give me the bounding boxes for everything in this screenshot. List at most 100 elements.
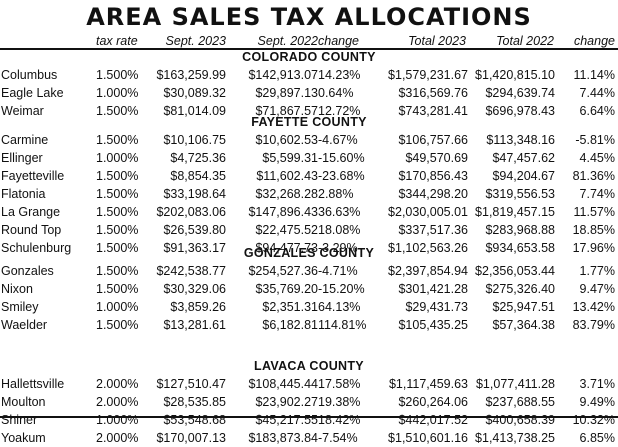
column-header-sept-2022: Sept. 2022 (257, 34, 318, 48)
change-monthly-cell: 114.81% (318, 318, 367, 332)
sept-2022-cell: $32,268.28 (255, 187, 318, 201)
total-2022-cell: $25,947.51 (492, 300, 555, 314)
change-total-cell: 6.64% (579, 104, 615, 118)
city-name-cell: Yoakum (1, 431, 46, 445)
sept-2022-cell: $147,896.43 (248, 205, 318, 219)
sept-2023-cell: $10,106.75 (163, 133, 226, 147)
total-2023-cell: $1,510,601.16 (388, 431, 468, 445)
total-2023-cell: $49,570.69 (405, 151, 468, 165)
sept-2022-cell: $142,913.07 (248, 68, 318, 82)
city-name-cell: Nixon (1, 282, 33, 296)
sept-2022-cell: $183,873.84 (248, 431, 318, 445)
table-row: Moulton 2.000% $28,535.85 $23,902.27 19.38% $… (0, 393, 618, 411)
tax-rate-cell: 1.500% (96, 241, 139, 255)
section-header-colorado-county: COLORADO COUNTY (242, 50, 376, 64)
city-name-cell: Fayetteville (1, 169, 65, 183)
city-name-cell: Moulton (1, 395, 46, 409)
total-2022-cell: $94,204.67 (492, 169, 555, 183)
tax-rate-cell: 1.500% (96, 187, 139, 201)
sept-2023-cell: $81,014.09 (163, 104, 226, 118)
change-total-cell: 10.32% (572, 413, 615, 427)
total-2023-cell: $105,435.25 (398, 318, 468, 332)
total-2022-cell: $400,658.39 (485, 413, 555, 427)
sept-2023-cell: $242,538.77 (156, 264, 226, 278)
change-total-cell: 4.45% (579, 151, 615, 165)
change-total-cell: 17.96% (572, 241, 615, 255)
total-2022-cell: $1,077,411.28 (475, 377, 555, 391)
table-row: Eagle Lake 1.000% $30,089.32 $29,897.13 0.64… (0, 84, 618, 102)
total-2022-cell: $294,639.74 (485, 86, 555, 100)
sept-2022-cell: $22,475.52 (255, 223, 318, 237)
total-2022-cell: $237,688.55 (485, 395, 555, 409)
sept-2023-cell: $170,007.13 (156, 431, 226, 445)
sept-2023-cell: $127,510.47 (156, 377, 226, 391)
total-2023-cell: $106,757.66 (398, 133, 468, 147)
change-total-cell: 18.85% (572, 223, 615, 237)
tax-rate-cell: 1.500% (96, 318, 139, 332)
tax-rate-cell: 2.000% (96, 377, 139, 391)
total-2022-cell: $113,348.16 (486, 133, 555, 147)
total-2023-cell: $1,102,563.26 (388, 241, 468, 255)
change-total-cell: 11.57% (573, 205, 615, 219)
table-row: La Grange 1.500% $202,083.06 $147,896.43 36.… (0, 203, 618, 221)
table-row: Nixon 1.500% $30,329.06 $35,769.20 -15.20% $3… (0, 280, 618, 298)
total-2023-cell: $2,030,005.01 (388, 205, 468, 219)
table-row: Fayetteville 1.500% $8,854.35 $11,602.43 -23… (0, 167, 618, 185)
total-2023-cell: $442,017.52 (398, 413, 468, 427)
total-2023-cell: $29,431.73 (405, 300, 468, 314)
change-monthly-cell: -4.71% (318, 264, 358, 278)
total-2022-cell: $1,420,815.10 (475, 68, 555, 82)
change-monthly-cell: -15.20% (318, 282, 365, 296)
tax-rate-cell: 1.500% (96, 133, 139, 147)
sept-2022-cell: $254,527.36 (248, 264, 318, 278)
sept-2022-cell: $23,902.27 (255, 395, 318, 409)
sept-2023-cell: $202,083.06 (156, 205, 226, 219)
change-monthly-cell: 14.23% (318, 68, 361, 82)
total-2022-cell: $319,556.53 (485, 187, 555, 201)
change-monthly-cell: 18.42% (318, 413, 361, 427)
city-name-cell: Columbus (1, 68, 58, 82)
change-monthly-cell: -4.67% (318, 133, 358, 147)
column-header-change-total: change (573, 34, 615, 48)
section-header-gonzales-county: GONZALES COUNTY (243, 246, 375, 260)
sept-2023-cell: $91,363.17 (163, 241, 226, 255)
change-total-cell: 3.71% (579, 377, 615, 391)
tax-rate-cell: 1.000% (96, 300, 139, 314)
section-header-lavaca-county: LAVACA COUNTY (254, 359, 364, 373)
city-name-cell: Hallettsville (1, 377, 65, 391)
change-monthly-cell: 17.58% (318, 377, 361, 391)
total-2023-cell: $1,579,231.67 (388, 68, 468, 82)
city-name-cell: Eagle Lake (1, 86, 64, 100)
sept-2023-cell: $30,329.06 (163, 282, 226, 296)
city-name-cell: Smiley (1, 300, 39, 314)
change-total-cell: 9.49% (579, 395, 615, 409)
sept-2023-cell: $13,281.61 (163, 318, 226, 332)
change-total-cell: 1.77% (579, 264, 615, 278)
total-2022-cell: $275,326.40 (485, 282, 555, 296)
change-total-cell: 83.79% (572, 318, 615, 332)
total-2022-cell: $1,819,457.15 (475, 205, 555, 219)
table-row: Flatonia 1.500% $33,198.64 $32,268.28 2.88% $… (0, 185, 618, 203)
total-2022-cell: $57,364.38 (492, 318, 555, 332)
table-row: Ellinger 1.000% $4,725.36 $5,599.31 -15.60% $… (0, 149, 618, 167)
change-total-cell: 81.36% (572, 169, 615, 183)
table-row: Shiner 1.000% $53,548.68 $45,217.55 18.42% $4… (0, 411, 618, 429)
sept-2022-cell: $108,445.44 (248, 377, 318, 391)
tax-rate-cell: 1.000% (96, 151, 139, 165)
change-monthly-cell: 64.13% (318, 300, 361, 314)
sept-2023-cell: $163,259.99 (156, 68, 226, 82)
bottom-border (0, 416, 618, 418)
change-total-cell: 6.85% (579, 431, 615, 445)
sept-2022-cell: $11,602.43 (256, 169, 318, 183)
city-name-cell: Shiner (1, 413, 38, 427)
tax-rate-cell: 1.500% (96, 223, 139, 237)
tax-rate-cell: 1.500% (96, 68, 139, 82)
total-2022-cell: $696,978.43 (485, 104, 555, 118)
tax-rate-cell: 1.000% (96, 86, 139, 100)
sept-2023-cell: $30,089.32 (163, 86, 226, 100)
sept-2023-cell: $28,535.85 (163, 395, 226, 409)
city-name-cell: Carmine (1, 133, 49, 147)
total-2023-cell: $316,569.76 (398, 86, 468, 100)
city-name-cell: La Grange (1, 205, 61, 219)
column-header-change-monthly: change (318, 34, 360, 48)
